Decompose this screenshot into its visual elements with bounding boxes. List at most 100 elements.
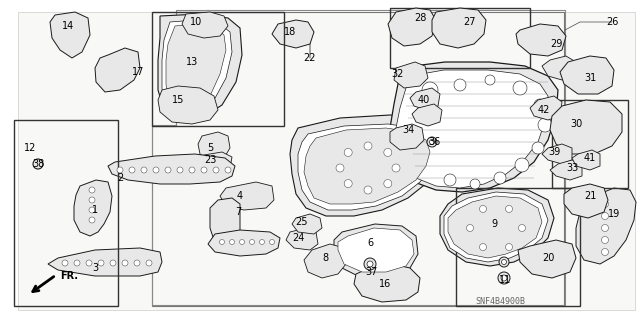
Text: 18: 18 [284, 27, 296, 37]
Polygon shape [542, 56, 576, 80]
Polygon shape [530, 96, 562, 120]
Circle shape [502, 259, 506, 264]
Circle shape [367, 261, 373, 267]
Text: 39: 39 [548, 147, 560, 157]
Text: 21: 21 [584, 191, 596, 201]
Polygon shape [550, 160, 582, 180]
Text: 14: 14 [62, 21, 74, 31]
Polygon shape [444, 192, 548, 262]
Text: 20: 20 [542, 253, 554, 263]
Circle shape [602, 236, 609, 243]
Polygon shape [550, 100, 622, 154]
Circle shape [602, 225, 609, 232]
Circle shape [506, 243, 513, 250]
Text: 8: 8 [322, 253, 328, 263]
Polygon shape [286, 228, 318, 250]
Circle shape [89, 197, 95, 203]
Text: 22: 22 [304, 53, 316, 63]
Polygon shape [74, 180, 112, 236]
Polygon shape [272, 20, 314, 48]
Text: 25: 25 [296, 217, 308, 227]
Circle shape [344, 180, 352, 188]
Polygon shape [158, 86, 218, 124]
Text: 33: 33 [566, 163, 578, 173]
Text: 1: 1 [92, 205, 98, 215]
Text: 2: 2 [117, 173, 123, 183]
Circle shape [427, 137, 437, 147]
Circle shape [364, 186, 372, 194]
Circle shape [467, 225, 474, 232]
Circle shape [165, 167, 171, 173]
Polygon shape [572, 150, 600, 170]
Polygon shape [394, 62, 428, 88]
Text: 30: 30 [570, 119, 582, 129]
Circle shape [444, 174, 456, 186]
Text: 15: 15 [172, 95, 184, 105]
Text: 11: 11 [499, 275, 511, 285]
Text: 4: 4 [237, 191, 243, 201]
Circle shape [513, 81, 527, 95]
Text: FR.: FR. [60, 271, 78, 281]
Text: 28: 28 [414, 13, 426, 23]
Text: 10: 10 [190, 17, 202, 27]
Circle shape [220, 240, 225, 244]
Text: 27: 27 [464, 17, 476, 27]
Text: 16: 16 [379, 279, 391, 289]
Circle shape [86, 260, 92, 266]
Text: SNF4B4900B: SNF4B4900B [475, 298, 525, 307]
Circle shape [364, 258, 376, 270]
Circle shape [532, 142, 544, 154]
Polygon shape [410, 88, 440, 110]
Circle shape [479, 205, 486, 212]
Text: 37: 37 [366, 267, 378, 277]
Polygon shape [412, 104, 442, 126]
Polygon shape [576, 188, 636, 264]
Polygon shape [48, 248, 162, 276]
Circle shape [89, 207, 95, 213]
Polygon shape [564, 184, 608, 218]
Circle shape [384, 180, 392, 188]
Circle shape [479, 243, 486, 250]
Text: 23: 23 [204, 155, 216, 165]
Text: 17: 17 [132, 67, 144, 77]
Polygon shape [50, 12, 90, 58]
Circle shape [501, 275, 507, 281]
Circle shape [239, 240, 244, 244]
Circle shape [74, 260, 80, 266]
Circle shape [534, 99, 546, 111]
Text: 9: 9 [491, 219, 497, 229]
Polygon shape [396, 70, 548, 188]
Text: 24: 24 [292, 233, 304, 243]
Circle shape [506, 205, 513, 212]
Circle shape [230, 240, 234, 244]
Circle shape [538, 118, 552, 132]
Bar [552, 100, 628, 188]
Polygon shape [432, 8, 486, 48]
Polygon shape [210, 198, 240, 244]
Polygon shape [220, 182, 274, 210]
Polygon shape [304, 244, 346, 278]
Circle shape [602, 201, 609, 207]
Polygon shape [198, 132, 230, 160]
Circle shape [250, 240, 255, 244]
Circle shape [384, 148, 392, 156]
Circle shape [602, 249, 609, 256]
Text: 3: 3 [92, 263, 98, 273]
Circle shape [422, 82, 438, 98]
Polygon shape [18, 12, 635, 310]
Bar [152, 12, 284, 126]
Polygon shape [290, 115, 444, 216]
Text: 42: 42 [538, 105, 550, 115]
Text: 6: 6 [367, 238, 373, 248]
Polygon shape [108, 154, 235, 184]
Polygon shape [440, 188, 554, 266]
Text: 12: 12 [24, 143, 36, 153]
Circle shape [225, 167, 231, 173]
Circle shape [177, 167, 183, 173]
Polygon shape [390, 62, 558, 192]
Bar [390, 8, 530, 68]
Circle shape [134, 260, 140, 266]
Circle shape [470, 179, 480, 189]
Polygon shape [298, 124, 436, 210]
Polygon shape [388, 8, 436, 46]
